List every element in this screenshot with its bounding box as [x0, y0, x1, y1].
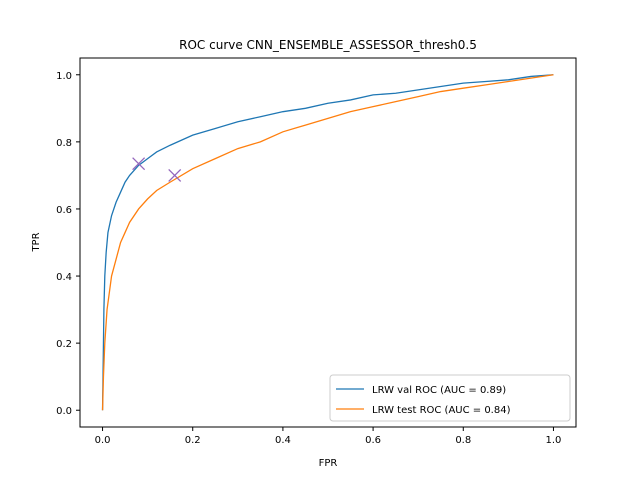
y-tick-label: 0.8	[56, 138, 72, 149]
x-tick-label: 1.0	[546, 435, 562, 446]
legend: LRW val ROC (AUC = 0.89) LRW test ROC (AU…	[329, 374, 571, 422]
threshold-marker-1	[168, 168, 182, 182]
plot-area	[79, 57, 577, 428]
chart-title: ROC curve CNN_ENSEMBLE_ASSESSOR_thresh0.…	[179, 38, 477, 52]
x-tick-label: 0.2	[185, 435, 201, 446]
x-tick-label: 0.0	[95, 435, 111, 446]
y-tick-label: 0.0	[56, 406, 72, 417]
y-tick-label: 0.6	[56, 205, 72, 216]
threshold-marker-0	[132, 157, 146, 171]
legend-label-1: LRW test ROC (AUC = 0.84)	[372, 405, 511, 416]
y-axis: 0.0 0.2 0.4 0.6 0.8 1.0	[56, 71, 80, 417]
x-tick-label: 0.8	[455, 435, 471, 446]
y-tick-label: 0.2	[56, 339, 72, 350]
y-tick-label: 1.0	[56, 71, 72, 82]
legend-label-0: LRW val ROC (AUC = 0.89)	[372, 385, 506, 396]
legend-box	[329, 374, 571, 422]
series-line-0	[101, 74, 554, 411]
plot-frame	[79, 57, 577, 428]
y-tick-label: 0.4	[56, 272, 72, 283]
x-axis: 0.0 0.2 0.4 0.6 0.8 1.0	[95, 427, 562, 446]
y-axis-label: TPR	[31, 232, 42, 252]
x-tick-label: 0.4	[275, 435, 291, 446]
x-tick-label: 0.6	[365, 435, 381, 446]
x-axis-label: FPR	[319, 458, 338, 469]
series-line-1	[101, 74, 554, 411]
